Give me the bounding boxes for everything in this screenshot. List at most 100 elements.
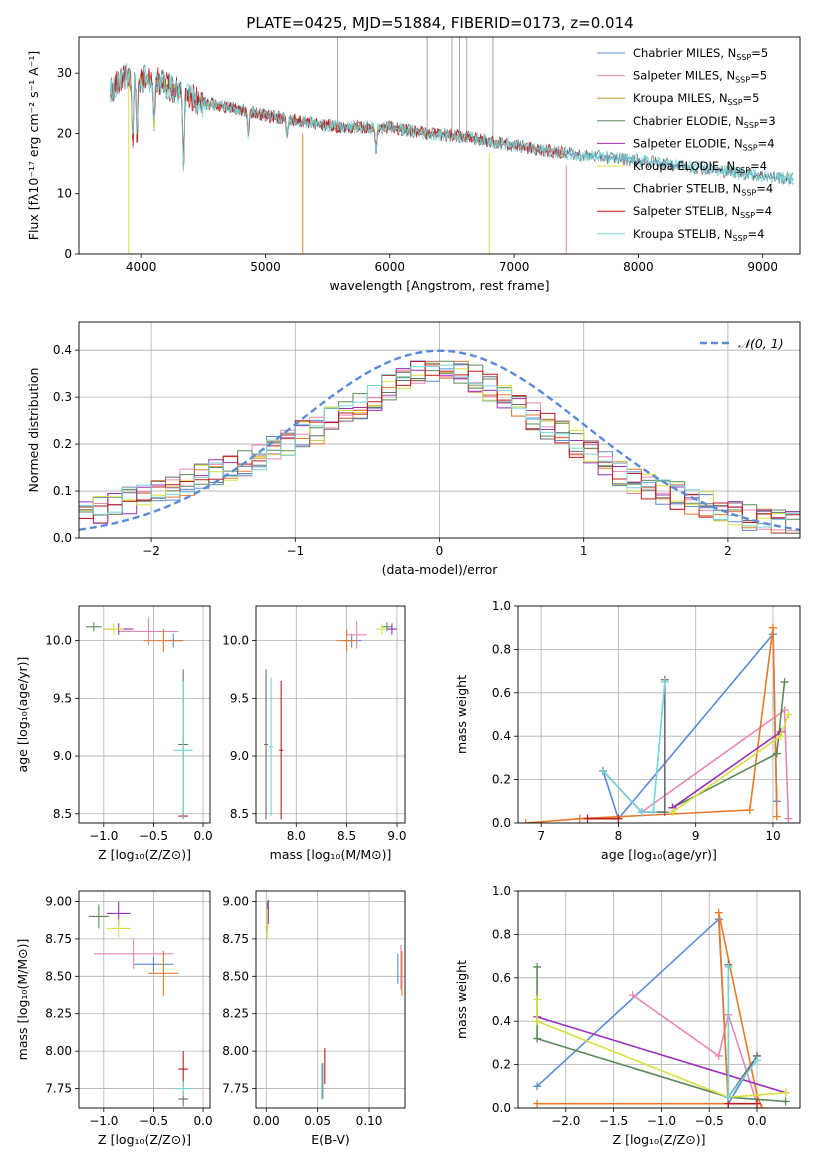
data-point bbox=[668, 808, 677, 817]
data-point bbox=[772, 812, 781, 821]
histogram-chabrier-stelib bbox=[79, 363, 800, 534]
data-point bbox=[776, 732, 785, 741]
legend-entry: Salpeter STELIB, NSSP=4 bbox=[633, 204, 772, 220]
x-tick-label: 0.05 bbox=[304, 1114, 331, 1128]
data-point bbox=[598, 766, 607, 775]
y-tick-label: 9.5 bbox=[53, 691, 72, 705]
legend-entry: Salpeter ELODIE, NSSP=4 bbox=[633, 136, 775, 152]
series-line bbox=[632, 994, 758, 1104]
data-point bbox=[660, 677, 669, 686]
y-tick-label: 0.4 bbox=[492, 1014, 511, 1028]
x-tick-label: 0.0 bbox=[747, 1114, 766, 1128]
y-tick-label: 7.75 bbox=[45, 1082, 72, 1096]
legend-entry: Chabrier STELIB, NSSP=4 bbox=[633, 182, 773, 198]
y-tick-label: 0 bbox=[64, 247, 72, 261]
gaussian-curve bbox=[79, 349, 800, 531]
data-point bbox=[614, 814, 623, 823]
data-point bbox=[533, 995, 542, 1004]
x-tick-label: 9000 bbox=[747, 260, 778, 274]
series-line bbox=[536, 999, 786, 1099]
x-axis-label: Z [log₁₀(Z/Z⊙)] bbox=[98, 847, 191, 862]
y-tick-label: 30 bbox=[57, 66, 72, 80]
data-point bbox=[575, 814, 584, 823]
data-point bbox=[724, 962, 733, 971]
data-point bbox=[628, 991, 637, 1000]
y-tick-label: 7.75 bbox=[222, 1082, 249, 1096]
y-tick-label: 9.5 bbox=[230, 691, 249, 705]
y-axis-label: Normed distribution bbox=[26, 368, 41, 493]
data-point bbox=[752, 1099, 761, 1108]
x-tick-label: 8000 bbox=[623, 260, 654, 274]
x-axis-label: (data-model)/error bbox=[382, 562, 499, 577]
plot-area bbox=[79, 349, 800, 534]
x-tick-label: −1 bbox=[286, 544, 304, 558]
axes-frame bbox=[78, 605, 211, 824]
data-point bbox=[724, 1093, 733, 1102]
panel-weight-vs-Z: −2.0 −1.5 −1.0 −0.5 0.0 0.0 0.2 0.4 0.6 0.8 1.0 Z [… bbox=[454, 884, 801, 1147]
x-tick-label: 9.0 bbox=[387, 829, 406, 843]
y-tick-label: 0.0 bbox=[492, 1101, 511, 1115]
legend-entry: Kroupa STELIB, NSSP=4 bbox=[633, 227, 764, 243]
y-tick-label: 10.0 bbox=[222, 634, 249, 648]
x-tick-label: 4000 bbox=[126, 260, 157, 274]
panel-age-vs-Z: −1.0 −0.5 0.0 8.5 9.0 9.5 10.0 Z [log₁₀(Z/Z⊙)] a… bbox=[15, 605, 213, 862]
series-line bbox=[109, 69, 564, 165]
histogram-salpeter-stelib bbox=[79, 361, 800, 523]
y-tick-label: 8.5 bbox=[230, 807, 249, 821]
y-tick-label: 8.5 bbox=[53, 807, 72, 821]
data-point bbox=[772, 749, 781, 758]
data-point bbox=[533, 1099, 542, 1108]
y-tick-label: 8.00 bbox=[222, 1044, 249, 1058]
data-point bbox=[752, 1056, 761, 1065]
x-tick-label: −0.5 bbox=[139, 829, 168, 843]
plot-area bbox=[264, 621, 397, 820]
y-tick-label: 8.50 bbox=[45, 969, 72, 983]
y-tick-label: 0.6 bbox=[492, 971, 511, 985]
panels: 4000 5000 6000 7000 8000 90000102030wavelengt… bbox=[15, 36, 801, 1147]
y-tick-label: 8.25 bbox=[222, 1007, 249, 1021]
x-tick-label: −1.0 bbox=[647, 1114, 676, 1128]
x-axis-label: Z [log₁₀(Z/Z⊙)] bbox=[98, 1132, 191, 1147]
y-axis-label: mass weight bbox=[454, 675, 469, 754]
y-tick-label: 8.75 bbox=[222, 932, 249, 946]
data-point bbox=[533, 1017, 542, 1026]
axes-frame bbox=[255, 605, 406, 824]
x-tick-label: 2 bbox=[724, 544, 732, 558]
data-point bbox=[768, 623, 777, 632]
y-tick-label: 0.4 bbox=[492, 729, 511, 743]
x-axis-label: age [log₁₀(age/yr)] bbox=[601, 847, 717, 862]
x-tick-label: 7000 bbox=[499, 260, 530, 274]
y-axis-label: mass [log₁₀(M/M⊙)] bbox=[15, 939, 30, 1061]
y-tick-label: 1.0 bbox=[492, 599, 511, 613]
legend-entry: Kroupa ELODIE, NSSP=4 bbox=[633, 159, 767, 175]
axes-frame bbox=[517, 605, 801, 824]
series-line bbox=[672, 714, 790, 813]
figure-title: PLATE=0425, MJD=51884, FIBERID=0173, z=0… bbox=[246, 14, 633, 32]
x-axis-label: Z [log₁₀(Z/Z⊙)] bbox=[613, 1132, 706, 1147]
axes-frame bbox=[78, 321, 801, 539]
x-tick-label: −1.5 bbox=[599, 1114, 628, 1128]
panel-spectrum: 4000 5000 6000 7000 8000 9000 0 10 20 30 wavelengt… bbox=[26, 36, 801, 293]
x-tick-label: 9 bbox=[692, 829, 700, 843]
x-tick-label: 5000 bbox=[250, 260, 281, 274]
histogram-kroupa-stelib bbox=[79, 364, 800, 528]
y-tick-label: 8.00 bbox=[45, 1044, 72, 1058]
data-point bbox=[533, 1082, 542, 1091]
y-tick-label: 8.25 bbox=[45, 1007, 72, 1021]
plot-area bbox=[266, 899, 403, 1100]
y-tick-label: 0.8 bbox=[492, 927, 511, 941]
x-axis-label: mass [log₁₀(M/M⊙)] bbox=[270, 847, 392, 862]
y-tick-label: 0.3 bbox=[53, 390, 72, 404]
y-tick-label: 0.6 bbox=[492, 686, 511, 700]
x-axis-label: E(B-V) bbox=[311, 1132, 350, 1147]
legend-entry: Salpeter MILES, NSSP=5 bbox=[633, 69, 767, 85]
legend-entry: Chabrier MILES, NSSP=5 bbox=[633, 46, 768, 62]
y-tick-label: 10.0 bbox=[45, 634, 72, 648]
series-line bbox=[109, 62, 794, 186]
y-tick-label: 9.0 bbox=[53, 749, 72, 763]
y-tick-label: 1.0 bbox=[492, 884, 511, 898]
y-tick-label: 9.00 bbox=[222, 894, 249, 908]
x-tick-label: 0.10 bbox=[356, 1114, 383, 1128]
series-line bbox=[536, 1016, 786, 1094]
x-tick-label: −2 bbox=[142, 544, 160, 558]
